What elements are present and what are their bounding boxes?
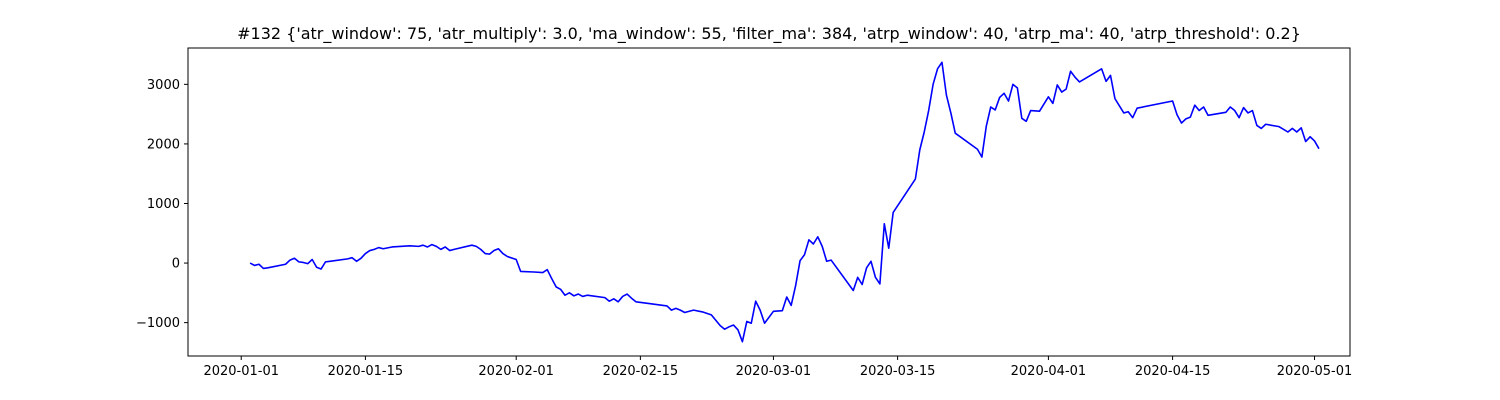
x-tick-label-6: 2020-04-01 [1011,364,1087,379]
plot-area-frame [187,47,1351,357]
chart-title: #132 {'atr_window': 75, 'atr_multiply': … [237,24,1301,44]
x-tick-label-8: 2020-05-01 [1277,364,1353,379]
x-tick-label-3: 2020-02-15 [603,364,679,379]
x-tick-label-4: 2020-03-01 [736,364,812,379]
y-tick-label-2: 1000 [147,197,180,212]
y-tick-label-1: 0 [172,257,180,272]
x-tick-label-7: 2020-04-15 [1135,364,1211,379]
x-tick-label-5: 2020-03-15 [860,364,936,379]
x-tick-label-0: 2020-01-01 [203,364,279,379]
y-axis: −1000 0 1000 2000 3000 [136,78,188,331]
y-tick-label-4: 3000 [147,78,180,93]
series-layer [249,61,1320,343]
x-tick-label-2: 2020-02-01 [478,364,554,379]
y-tick-label-3: 2000 [147,137,180,152]
series-line-0 [249,61,1320,343]
x-axis: 2020-01-01 2020-01-15 2020-02-01 2020-02-15… [203,356,1352,379]
y-tick-label-0: −1000 [136,316,180,331]
x-tick-label-1: 2020-01-15 [328,364,404,379]
